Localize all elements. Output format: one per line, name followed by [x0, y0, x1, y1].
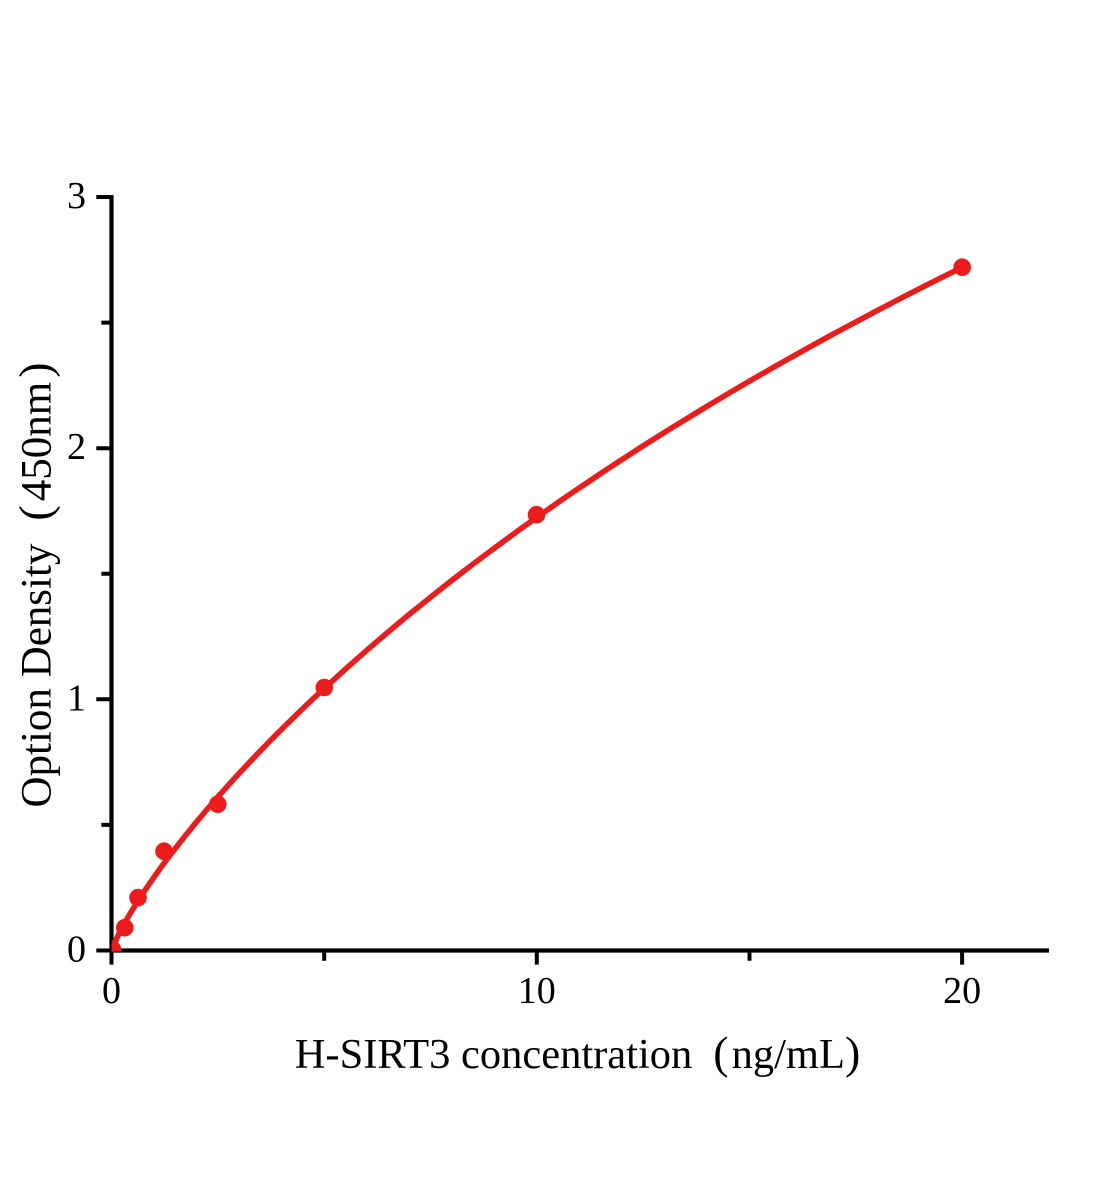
svg-text:Option Density(450nm): Option Density(450nm): [10, 362, 61, 807]
svg-text:0: 0: [67, 929, 86, 971]
svg-text:H-SIRT3 concentration(ng/mL): H-SIRT3 concentration (ng/mL): [295, 1027, 861, 1078]
svg-text:1: 1: [67, 677, 86, 719]
svg-text:2: 2: [67, 426, 86, 468]
svg-text:10: 10: [518, 970, 556, 1012]
svg-text:20: 20: [943, 970, 981, 1012]
svg-text:0: 0: [102, 970, 121, 1012]
svg-text:3: 3: [67, 175, 86, 217]
